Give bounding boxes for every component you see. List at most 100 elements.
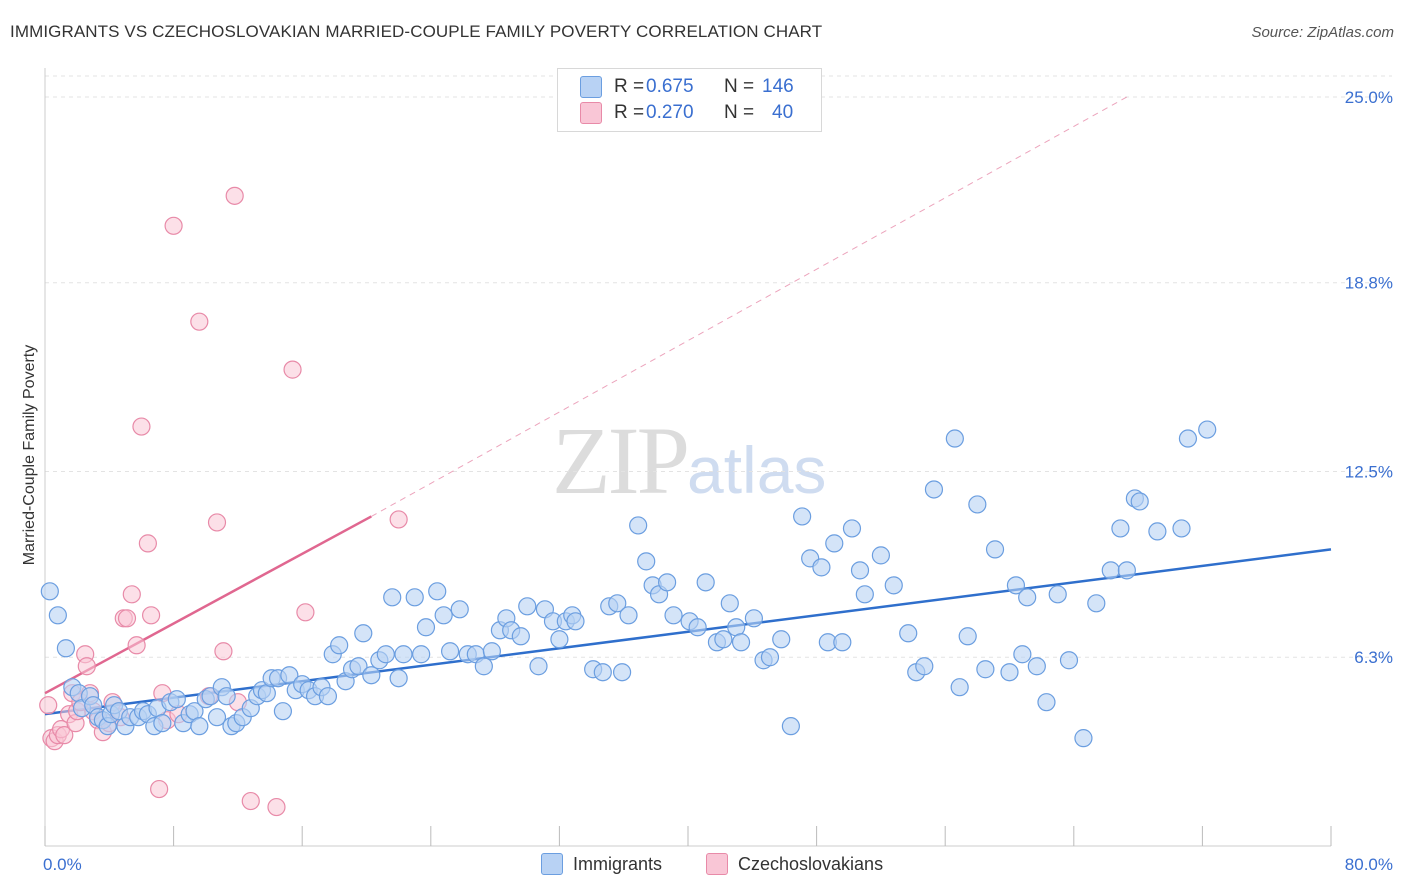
- immigrant-point: [772, 630, 791, 649]
- immigrant-point: [412, 645, 431, 664]
- immigrant-point: [440, 642, 460, 661]
- czechoslovakian-point: [77, 657, 96, 676]
- immigrant-point: [354, 624, 373, 643]
- czechoslovakian-point: [241, 791, 260, 811]
- czechoslovakian-point: [39, 696, 58, 715]
- data-points: [39, 186, 1217, 817]
- immigrant-point: [389, 669, 408, 688]
- watermark-zip: ZIP: [552, 407, 690, 514]
- immigrant-point: [1148, 522, 1167, 541]
- immigrant-point: [720, 594, 739, 613]
- immigrant-point: [619, 606, 638, 625]
- immigrant-point: [273, 702, 293, 721]
- immigrant-point: [744, 609, 764, 628]
- czechoslovakian-point: [283, 360, 302, 379]
- immigrant-point: [871, 546, 891, 565]
- immigrant-point: [394, 645, 413, 664]
- x-tick-label: 80.0%: [1345, 855, 1393, 874]
- immigrant-point: [612, 663, 632, 682]
- immigrant-point: [48, 606, 67, 625]
- immigrant-point: [1111, 519, 1130, 538]
- immigrant-point: [781, 717, 800, 736]
- immigrants-swatch: [541, 853, 563, 875]
- immigrant-point: [518, 597, 537, 616]
- czechoslovakian-point: [389, 510, 408, 529]
- legend-label: Immigrants: [573, 853, 663, 874]
- immigrant-point: [1074, 729, 1093, 748]
- y-tick-label: 12.5%: [1345, 462, 1393, 481]
- immigrant-point: [1101, 561, 1120, 580]
- legend-label: Czechoslovakians: [738, 853, 884, 874]
- tick-labels: 6.3% 12.5% 18.8% 25.0% 0.0% 80.0%: [43, 88, 1393, 874]
- immigrant-point: [945, 429, 964, 448]
- n-value: 146: [762, 76, 794, 97]
- r-label: R =: [614, 76, 645, 97]
- immigrant-point: [760, 648, 780, 667]
- immigrant-point: [968, 495, 987, 514]
- czechoslovakian-point: [296, 603, 315, 622]
- n-label: N =: [724, 102, 755, 123]
- immigrant-point: [855, 585, 874, 604]
- immigrant-point: [550, 630, 569, 649]
- immigrant-point: [976, 660, 995, 679]
- immigrant-point: [714, 630, 733, 649]
- immigrant-point: [833, 633, 852, 652]
- immigrant-point: [1178, 429, 1198, 448]
- immigrant-point: [629, 516, 648, 535]
- immigrant-point: [1027, 657, 1046, 676]
- watermark: ZIPatlas: [552, 405, 826, 516]
- immigrant-point: [950, 678, 969, 697]
- immigrant-point: [529, 657, 548, 676]
- immigrant-point: [1000, 663, 1019, 682]
- legend-row-czechoslovakians: R = 0.270 N = 40: [580, 100, 793, 126]
- n-label: N =: [724, 76, 755, 97]
- immigrant-point: [924, 480, 944, 499]
- immigrant-point: [915, 657, 934, 676]
- immigrant-point: [850, 561, 870, 580]
- grid-lines: [45, 75, 1392, 658]
- immigrant-point: [56, 639, 75, 658]
- y-tick-label: 25.0%: [1345, 88, 1393, 107]
- immigrant-point: [793, 507, 812, 526]
- r-value: 0.675: [646, 76, 694, 97]
- immigrant-point: [330, 636, 349, 655]
- y-tick-label: 6.3%: [1354, 648, 1393, 667]
- immigrant-point: [362, 666, 381, 685]
- immigrant-point: [482, 642, 501, 661]
- czechoslovakian-point: [122, 585, 141, 604]
- czechoslovakian-point: [190, 312, 209, 331]
- series-legend: Immigrants Czechoslovakians: [0, 853, 1406, 877]
- immigrant-point: [257, 684, 276, 703]
- immigrant-point: [566, 612, 585, 631]
- czechoslovakian-point: [138, 534, 157, 553]
- immigrant-point: [1172, 519, 1191, 538]
- immigrant-point: [658, 573, 677, 592]
- legend-item-czechoslovakians[interactable]: Czechoslovakians: [706, 853, 883, 875]
- czechoslovakian-point: [141, 606, 161, 625]
- czechoslovakian-point: [207, 513, 227, 532]
- czechoslovakian-point: [117, 609, 137, 628]
- legend-item-immigrants[interactable]: Immigrants: [541, 853, 662, 875]
- immigrant-point: [688, 618, 707, 637]
- n-value: 40: [772, 102, 794, 123]
- czech-swatch: [706, 853, 728, 875]
- immigrant-point: [825, 534, 844, 553]
- immigrant-point: [842, 519, 862, 538]
- r-value: 0.270: [646, 102, 694, 123]
- immigrant-point: [167, 690, 186, 709]
- immigrant-point: [428, 582, 447, 601]
- correlation-legend: R = 0.675 N = 146 R = 0.270 N = 40: [557, 68, 822, 132]
- immigrant-point: [1048, 585, 1067, 604]
- immigrant-point: [1037, 693, 1056, 712]
- immigrant-point: [727, 618, 746, 637]
- immigrant-point: [318, 687, 338, 706]
- immigrant-point: [217, 687, 236, 706]
- czechoslovakian-point: [267, 797, 286, 817]
- immigrant-point: [608, 594, 627, 613]
- czechoslovakian-point: [225, 186, 244, 205]
- immigrant-point: [637, 552, 656, 571]
- immigrant-point: [1117, 561, 1136, 580]
- immigrant-point: [958, 627, 977, 646]
- immigrant-point: [1018, 588, 1037, 607]
